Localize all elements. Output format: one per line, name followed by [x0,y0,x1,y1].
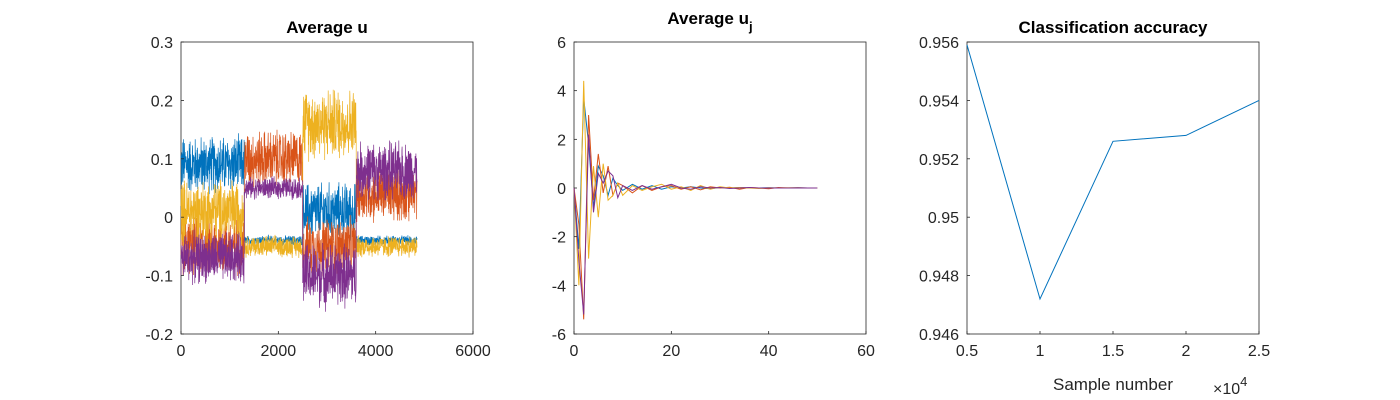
y-tick-label: 0.95 [928,210,959,227]
series-line-orange [573,114,818,320]
x-tick-label: 60 [857,343,875,360]
y-tick-label: 0.946 [919,327,959,344]
y-tick-label: 0.956 [919,35,959,52]
axes-frame [966,41,1260,335]
y-tick-label: 0.954 [919,93,959,110]
panel-classification-accuracy: Classification accuracy 0.5 1 1.5 2 2.5 0.946… [919,18,1270,398]
y-tick-label: 0.1 [151,152,173,169]
plot-area [573,80,818,320]
chart-title-main: Average u [667,9,749,28]
y-tick-label: 0 [557,181,566,198]
y-tick-label: 0.3 [151,35,173,52]
y-tick-label: 4 [557,84,566,101]
x-tick-label: 0.5 [956,343,978,360]
chart-title: Classification accuracy [1019,18,1209,37]
x-tick-label: 40 [760,343,778,360]
tick-labels: 0 20 40 60 -6 -4 -2 0 2 4 6 [552,35,875,360]
exponent-base: ×10 [1213,381,1240,398]
series-line-blue [966,44,1260,301]
y-tick-label: -6 [552,327,566,344]
x-tick-label: 4000 [358,343,394,360]
x-tick-label: 2 [1182,343,1191,360]
y-tick-label: 6 [557,35,566,52]
y-tick-label: -2 [552,230,566,247]
x-tick-label: 2.5 [1248,343,1270,360]
series-line-yellow [180,89,418,259]
y-tick-label: 0 [164,210,173,227]
y-tick-label: 2 [557,132,566,149]
x-tick-label: 6000 [455,343,491,360]
chart-title: Average u [286,18,368,37]
tick-labels: 0 2000 4000 6000 -0.2 -0.1 0 0.1 0.2 0.3 [145,35,490,360]
tick-labels: 0.5 1 1.5 2 2.5 0.946 0.948 0.95 0.952 0.954 0.956 [919,35,1270,360]
exponent-power: 4 [1240,374,1247,389]
y-tick-label: -0.1 [145,269,173,286]
y-tick-label: 0.948 [919,269,959,286]
x-axis-label: Sample number [1053,375,1173,394]
x-tick-label: 2000 [261,343,297,360]
chart-title-subscript: j [748,19,753,34]
y-tick-label: -4 [552,278,566,295]
x-tick-label: 0 [177,343,186,360]
y-tick-label: 0.2 [151,93,173,110]
x-tick-label: 0 [570,343,579,360]
y-tick-label: -0.2 [145,327,173,344]
series-line-purple [180,140,418,312]
x-tick-label: 1 [1036,343,1045,360]
x-tick-label: 20 [662,343,680,360]
chart-title: Average uj [667,9,752,34]
x-axis-exponent: ×104 [1213,374,1247,398]
y-tick-label: 0.952 [919,152,959,169]
x-tick-label: 1.5 [1102,343,1124,360]
panel-average-u: Average u 0 2000 4000 6000 -0.2 -0.1 0 0.1 0.2 0.… [145,18,490,360]
plot-area [966,44,1260,301]
series-line-purple [573,134,818,315]
plot-area [180,89,418,312]
panel-average-uj: Average uj 0 20 40 60 -6 -4 -2 0 2 4 6 [552,9,875,360]
